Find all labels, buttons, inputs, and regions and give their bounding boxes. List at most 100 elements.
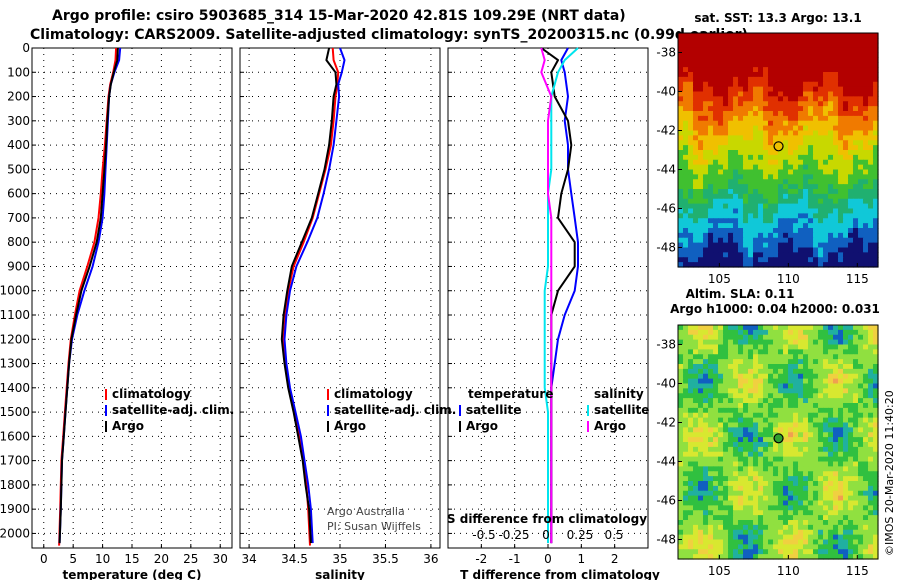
map-cell xyxy=(713,145,719,151)
map-cell xyxy=(828,208,834,214)
map-cell xyxy=(773,174,779,180)
map-cell xyxy=(783,159,789,166)
map-cell xyxy=(768,242,774,249)
map-cell xyxy=(813,339,819,346)
map-cell xyxy=(793,534,799,541)
map-cell xyxy=(753,495,759,502)
map-cell xyxy=(868,57,874,63)
map-cell xyxy=(773,164,779,171)
map-cell xyxy=(788,349,794,355)
map-cell xyxy=(698,510,704,516)
map-cell xyxy=(693,334,699,341)
map-cell xyxy=(708,145,714,151)
map-cell xyxy=(838,505,844,511)
map-cell xyxy=(868,140,874,146)
map-cell xyxy=(808,120,814,127)
map-cell xyxy=(853,193,859,200)
map-cell xyxy=(763,86,769,93)
map-cell xyxy=(828,442,834,448)
map-cell xyxy=(813,432,819,438)
map-cell xyxy=(768,403,774,409)
map-cell xyxy=(813,164,819,171)
map-cell xyxy=(773,539,779,545)
map-cell xyxy=(813,111,819,117)
map-cell xyxy=(768,262,774,268)
map-cell xyxy=(723,198,729,205)
map-cell xyxy=(678,125,684,132)
map-cell xyxy=(678,228,684,234)
map-cell xyxy=(848,510,854,516)
map-cell xyxy=(683,42,689,49)
map-cell xyxy=(783,329,789,336)
depth-tick-label: 1000 xyxy=(0,284,30,298)
map-cell xyxy=(743,422,749,428)
map-cell xyxy=(783,432,789,438)
map-cell xyxy=(838,213,844,219)
map-cell xyxy=(753,510,759,516)
map-cell xyxy=(703,47,709,54)
map-cell xyxy=(853,554,859,560)
map-cell xyxy=(678,81,684,88)
map-cell xyxy=(828,383,834,389)
map-cell xyxy=(823,203,829,210)
map-cell xyxy=(823,505,829,511)
map-cell xyxy=(823,228,829,234)
map-cell xyxy=(763,549,769,555)
map-cell xyxy=(763,208,769,214)
map-cell xyxy=(818,101,824,107)
map-cell xyxy=(738,368,744,375)
map-cell xyxy=(823,368,829,375)
map-cell xyxy=(708,115,714,122)
map-cell xyxy=(793,140,799,146)
map-cell xyxy=(698,515,704,521)
map-cell xyxy=(773,262,779,268)
map-cell xyxy=(753,262,759,268)
map-cell xyxy=(823,344,829,350)
map-cell xyxy=(718,223,724,229)
map-cell xyxy=(683,461,689,467)
map-cell xyxy=(803,257,809,263)
map-cell xyxy=(703,257,709,263)
map-cell xyxy=(768,101,774,107)
map-cell xyxy=(718,471,724,477)
map-cell xyxy=(723,368,729,375)
map-cell xyxy=(713,349,719,355)
map-cell xyxy=(708,33,714,39)
map-cell xyxy=(788,72,794,78)
map-cell xyxy=(803,130,809,136)
map-cell xyxy=(683,471,689,477)
map-cell xyxy=(718,208,724,214)
map-cell xyxy=(698,451,704,458)
map-cell xyxy=(798,495,804,502)
map-cell xyxy=(703,223,709,229)
map-cell xyxy=(693,461,699,467)
map-cell xyxy=(758,407,764,414)
map-cell xyxy=(773,189,779,195)
map-cell xyxy=(873,72,879,78)
map-cell xyxy=(803,237,809,244)
map-cell xyxy=(748,72,754,78)
map-cell xyxy=(778,257,784,263)
map-cell xyxy=(728,247,734,253)
map-cell xyxy=(718,476,724,482)
map-cell xyxy=(693,495,699,502)
map-cell xyxy=(848,47,854,54)
map-cell xyxy=(843,52,849,58)
map-cell xyxy=(738,252,744,258)
map-cell xyxy=(728,262,734,268)
map-cell xyxy=(788,344,794,350)
map-cell xyxy=(763,364,769,370)
map-cell xyxy=(678,169,684,175)
map-cell xyxy=(858,145,864,151)
map-cell xyxy=(813,354,819,360)
map-cell xyxy=(778,72,784,78)
map-cell xyxy=(788,476,794,482)
map-cell xyxy=(828,539,834,545)
map-cell xyxy=(728,393,734,399)
map-cell xyxy=(733,174,739,180)
map-cell xyxy=(783,451,789,458)
map-cell xyxy=(843,534,849,541)
map-cell xyxy=(853,47,859,54)
map-cell xyxy=(748,500,754,506)
map-cell xyxy=(718,184,724,190)
